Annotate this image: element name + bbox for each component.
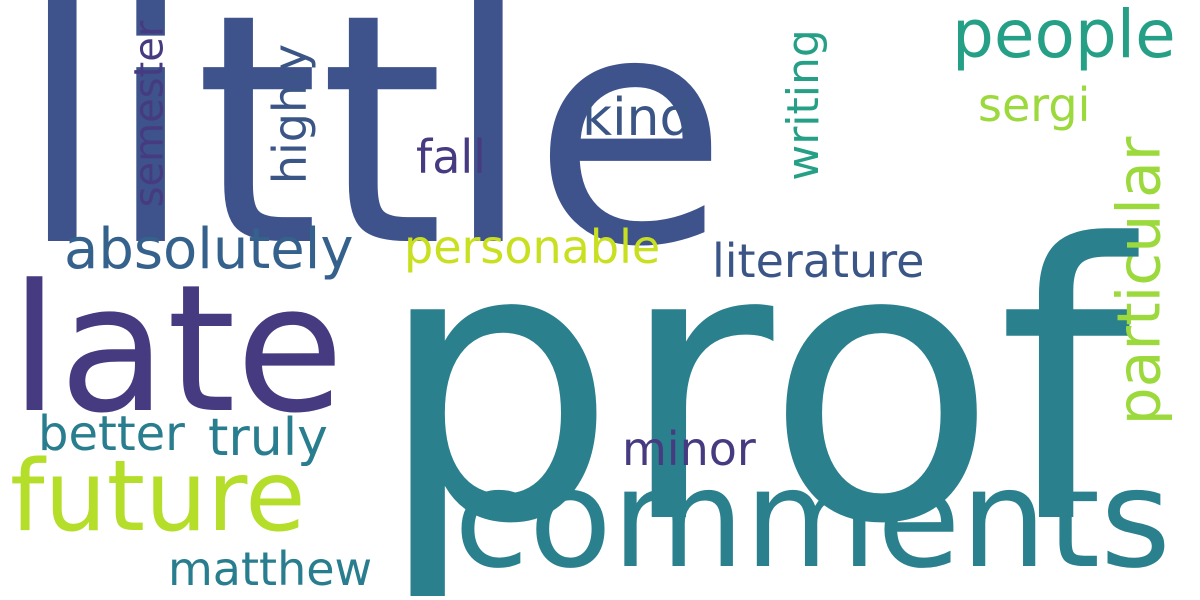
word-better: better — [38, 406, 185, 462]
word-sergi: sergi — [978, 78, 1091, 132]
word-truly: truly — [208, 408, 328, 468]
word-literature: literature — [712, 234, 925, 288]
word-fall: fall — [416, 130, 486, 184]
word-prof: prof — [376, 164, 1132, 600]
word-comments: comments — [454, 441, 1171, 599]
word-minor: minor — [622, 422, 756, 476]
word-semester: semester — [126, 20, 173, 208]
word-future: future — [10, 440, 306, 554]
word-personable: personable — [404, 220, 661, 274]
word-writing: writing — [777, 29, 829, 181]
word-particular: particular — [1104, 136, 1175, 426]
word-little: little — [18, 0, 729, 316]
word-people: people — [952, 0, 1176, 73]
word-late: late — [10, 247, 345, 452]
word-highly: highly — [263, 43, 318, 185]
word-kind: kind — [582, 88, 693, 148]
word-matthew: matthew — [168, 542, 373, 596]
word-absolutely: absolutely — [64, 217, 354, 282]
